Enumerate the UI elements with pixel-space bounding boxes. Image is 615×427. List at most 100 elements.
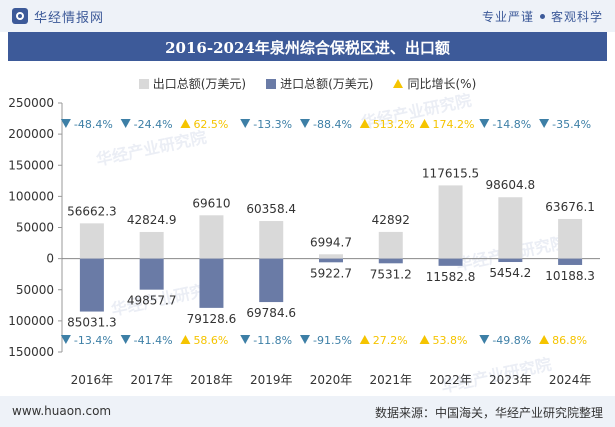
up-triangle-icon <box>180 335 191 344</box>
down-triangle-icon <box>479 119 490 128</box>
legend-label-import: 进口总额(万美元) <box>280 77 374 91</box>
growth-import-label: 27.2% <box>373 334 408 347</box>
y-tick-label: 50000 <box>16 221 54 235</box>
growth-export-label: -13.3% <box>253 118 292 131</box>
y-tick-label: 250000 <box>8 96 54 110</box>
down-triangle-icon <box>300 335 310 344</box>
growth-import-label: 58.6% <box>193 334 228 347</box>
value-label-export: 117615.5 <box>422 166 479 180</box>
bar-import <box>139 258 164 290</box>
brand-logo-icon <box>12 8 28 24</box>
brand-name: 华经情报网 <box>34 10 105 26</box>
down-triangle-icon <box>240 335 251 344</box>
bar-import <box>498 258 523 263</box>
growth-export-label: -35.4% <box>552 118 591 131</box>
up-triangle-icon <box>359 335 370 344</box>
value-label-export: 42892 <box>372 213 410 227</box>
bar-import <box>199 258 224 308</box>
value-label-import: 69784.6 <box>246 306 296 320</box>
legend-label-export: 出口总额(万美元) <box>152 77 247 91</box>
chart-canvas: 150000 100000 50000 0 50000 100000 150000 20000… <box>8 96 600 387</box>
bar-export <box>438 185 463 259</box>
growth-import-label: -13.4% <box>74 334 113 347</box>
slogan-dot-icon <box>539 14 545 19</box>
legend-label-growth: 同比增长(%) <box>407 77 477 91</box>
value-label-import: 5922.7 <box>310 266 352 280</box>
growth-export-label: 62.5% <box>193 118 228 131</box>
chart-title: 2016-2024年泉州综合保税区进、出口额 <box>165 39 450 57</box>
bar-export <box>558 218 583 259</box>
up-triangle-icon <box>359 119 370 128</box>
down-triangle-icon <box>479 335 490 344</box>
growth-import-label: 53.8% <box>433 334 468 347</box>
bar-import <box>319 258 343 263</box>
x-tick-label: 2022年 <box>429 373 472 387</box>
bar-import <box>438 258 463 266</box>
growth-export-label: -14.8% <box>492 118 531 131</box>
bar-export <box>139 231 164 259</box>
growth-import-label: -91.5% <box>313 334 352 347</box>
growth-import-label: 86.8% <box>552 334 587 347</box>
x-tick-label: 2017年 <box>130 373 173 387</box>
bar-export <box>319 254 343 259</box>
legend-item-growth: 同比增长(%) <box>393 75 476 92</box>
up-triangle-icon <box>539 335 550 344</box>
value-label-import: 5454.2 <box>489 266 531 280</box>
down-triangle-icon <box>60 335 71 344</box>
bar-export <box>378 231 403 259</box>
value-label-export: 42824.9 <box>127 213 177 227</box>
value-label-import: 7531.2 <box>370 267 412 281</box>
value-label-import: 10188.3 <box>545 269 595 283</box>
value-label-import: 85031.3 <box>67 316 117 330</box>
x-tick-label: 2024年 <box>549 373 592 387</box>
down-triangle-icon <box>539 119 550 128</box>
bar-export <box>79 223 104 259</box>
x-tick-label: 2020年 <box>310 373 353 387</box>
bar-export <box>199 215 224 259</box>
x-tick-label: 2021年 <box>370 373 413 387</box>
title-bar: 2016-2024年泉州综合保税区进、出口额 <box>8 32 607 61</box>
legend-triangle-icon <box>393 79 404 88</box>
value-label-export: 56662.3 <box>67 204 117 218</box>
bar-export <box>498 197 523 259</box>
bar-export <box>259 221 284 259</box>
value-label-export: 63676.1 <box>545 200 595 214</box>
brand: 华经情报网 <box>12 7 105 26</box>
legend-swatch-import <box>266 78 277 89</box>
value-label-import: 79128.6 <box>187 312 237 326</box>
value-label-import: 49857.7 <box>127 294 177 308</box>
legend-item-import: 进口总额(万美元) <box>266 75 373 92</box>
slogan-right: 客观科学 <box>550 10 603 24</box>
growth-export-label: -24.4% <box>134 118 173 131</box>
value-label-export: 98604.8 <box>486 178 536 192</box>
bar-import <box>378 258 403 264</box>
growth-import-label: -11.8% <box>253 334 292 347</box>
value-label-export: 60358.4 <box>246 202 296 216</box>
growth-export-label: -88.4% <box>313 118 352 131</box>
growth-import-label: -49.8% <box>492 334 531 347</box>
down-triangle-icon <box>120 119 131 128</box>
y-tick-label: 0 <box>46 252 54 266</box>
down-triangle-icon <box>240 119 251 128</box>
x-tick-label: 2016年 <box>71 373 114 387</box>
y-tick-label: 150000 <box>8 345 54 359</box>
footer-site: www.huaon.com <box>12 404 112 418</box>
y-tick-label: 100000 <box>8 189 54 203</box>
x-tick-label: 2018年 <box>190 373 233 387</box>
bar-import <box>79 258 104 312</box>
chart-legend: 出口总额(万美元) 进口总额(万美元) 同比增长(%) <box>0 75 615 92</box>
up-triangle-icon <box>180 119 191 128</box>
bar-import <box>558 258 583 265</box>
footer-bar: www.huaon.com 数据来源：中国海关，华经产业研究院整理 <box>0 396 615 427</box>
up-triangle-icon <box>419 335 430 344</box>
growth-export-label: 174.2% <box>433 118 475 131</box>
footer-source: 数据来源：中国海关，华经产业研究院整理 <box>374 406 603 420</box>
value-label-export: 6994.7 <box>310 235 352 249</box>
slogan-left: 专业严谨 <box>481 10 534 24</box>
legend-swatch-export <box>138 78 149 89</box>
growth-import-label: -41.4% <box>134 334 173 347</box>
value-label-export: 69610 <box>192 196 230 210</box>
growth-export-label: 513.2% <box>373 118 415 131</box>
y-tick-label: 100000 <box>8 314 54 328</box>
y-tick-label: 50000 <box>16 283 54 297</box>
